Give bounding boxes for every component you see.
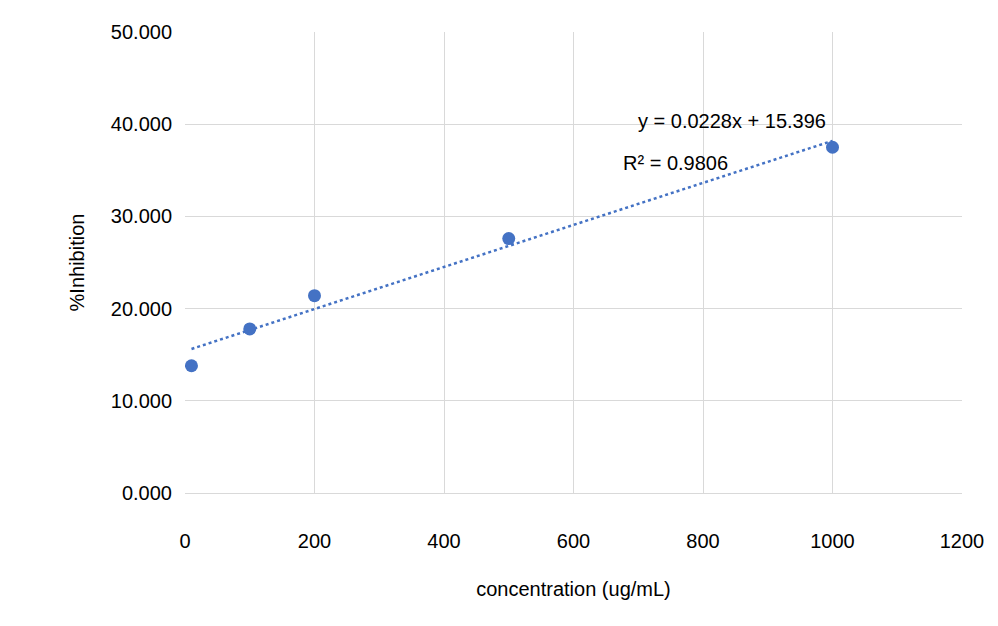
svg-text:200: 200	[298, 530, 331, 552]
svg-text:400: 400	[427, 530, 460, 552]
svg-text:y = 0.0228x + 15.396: y = 0.0228x + 15.396	[638, 110, 826, 132]
svg-text:1000: 1000	[810, 530, 855, 552]
svg-text:600: 600	[557, 530, 590, 552]
svg-text:0: 0	[179, 530, 190, 552]
svg-text:10.000: 10.000	[111, 390, 172, 412]
svg-text:800: 800	[686, 530, 719, 552]
svg-text:0.000: 0.000	[122, 482, 172, 504]
svg-text:R² = 0.9806: R² = 0.9806	[623, 152, 728, 174]
svg-text:1200: 1200	[940, 530, 985, 552]
svg-text:40.000: 40.000	[111, 113, 172, 135]
svg-text:%Inhibition: %Inhibition	[66, 214, 88, 312]
svg-text:50.000: 50.000	[111, 21, 172, 43]
svg-text:20.000: 20.000	[111, 298, 172, 320]
svg-text:concentration (ug/mL): concentration (ug/mL)	[476, 578, 671, 600]
svg-text:30.000: 30.000	[111, 205, 172, 227]
